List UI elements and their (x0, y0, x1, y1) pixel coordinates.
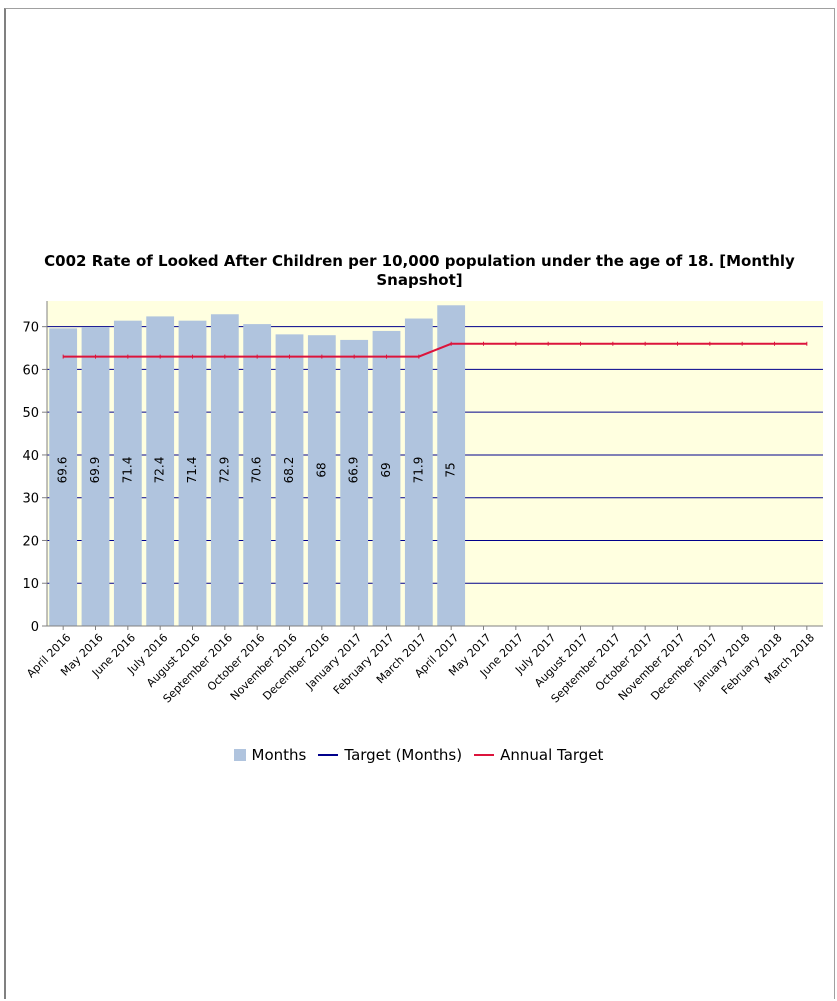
bar-value-label-7: 68.2 (282, 457, 296, 484)
bar-11 (404, 318, 433, 626)
y-tick-label-6: 60 (22, 363, 39, 378)
plot-area (47, 301, 823, 626)
legend-label-months: Months (251, 746, 307, 764)
chart-legend: Months Target (Months) Annual Target (0, 746, 837, 764)
chart-title: C002 Rate of Looked After Children per 1… (44, 252, 795, 289)
y-tick-label-4: 40 (22, 449, 39, 464)
bar-1 (81, 327, 110, 626)
y-tick-label-7: 70 (22, 321, 39, 336)
bar-value-label-9: 66.9 (347, 457, 361, 484)
legend-item-months: Months (233, 746, 307, 764)
bar-value-label-4: 71.4 (185, 457, 199, 484)
legend-swatch-target-months (318, 754, 339, 756)
annual-target-line (63, 342, 807, 358)
bar-value-label-2: 71.4 (120, 457, 134, 484)
bar-7 (275, 334, 304, 626)
y-tick-label-0: 0 (31, 620, 39, 635)
bar-0 (49, 328, 78, 626)
legend-label-annual-target: Annual Target (500, 746, 604, 764)
y-tick-label-1: 10 (22, 577, 39, 592)
bar-value-label-3: 72.4 (153, 457, 167, 484)
legend-swatch-annual-target (474, 754, 495, 756)
bar-chart: 0 10 20 30 40 50 60 70 69.6 69.9 71.4 72.4 71.4 72.9 7… (22, 301, 823, 706)
legend-swatch-months (233, 749, 246, 761)
bar-12 (437, 305, 466, 626)
bar-value-label-5: 72.9 (217, 457, 231, 484)
bar-2 (113, 320, 142, 626)
legend-item-target-months: Target (Months) (318, 746, 462, 764)
bar-value-label-1: 69.9 (88, 457, 102, 484)
bar-9 (340, 339, 369, 626)
bar-value-label-0: 69.6 (56, 457, 70, 484)
bar-value-label-6: 70.6 (250, 457, 264, 484)
bar-5 (210, 314, 239, 626)
bar-8 (307, 335, 336, 626)
bar-value-label-11: 71.9 (411, 457, 425, 484)
y-tick-label-2: 20 (22, 534, 39, 549)
x-tick-label-9: January 2017 (303, 631, 365, 693)
bar-value-label-8: 68 (314, 462, 328, 477)
bar-10 (372, 330, 401, 626)
bar-value-label-10: 69 (379, 462, 393, 477)
legend-label-target-months: Target (Months) (344, 746, 463, 764)
legend-item-annual-target: Annual Target (474, 746, 603, 764)
y-tick-label-5: 50 (22, 406, 39, 421)
x-tick-label-21: January 2018 (691, 631, 753, 693)
bar-3 (146, 316, 175, 626)
bar-6 (243, 324, 272, 626)
y-tick-label-3: 30 (22, 492, 39, 507)
bar-4 (178, 320, 207, 626)
bar-value-label-12: 75 (444, 462, 458, 477)
